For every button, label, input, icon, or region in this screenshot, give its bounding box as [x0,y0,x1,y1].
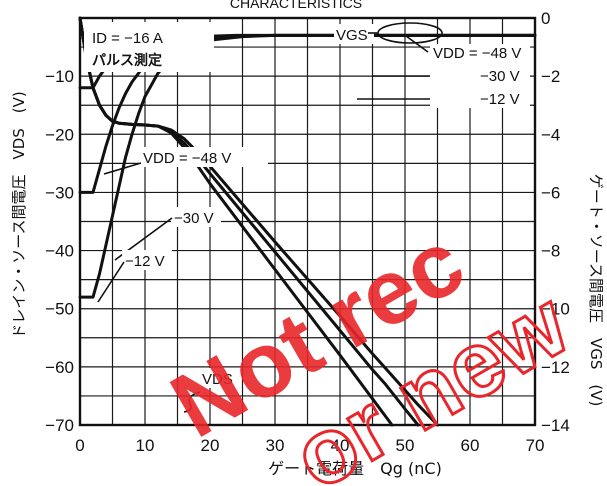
vdd12-left-bg [122,250,172,270]
vgs-label-bg [334,24,374,44]
x-tick-label: 30 [266,436,285,455]
plot-frame [78,16,537,427]
y-right-tick-label: −4 [541,125,560,144]
y-left-tick-label: −10 [45,67,74,86]
y-right-tick-labels: −14 −12 −10 −8 −6 −4 −2 0 [541,9,570,435]
vdd-top-label-bg [430,44,530,108]
condition-id: ID = −16 A [92,30,163,47]
x-tick-label: 20 [201,436,220,455]
series-line-5 [78,16,394,427]
y-right-axis-label: ゲート・ソース間電圧 VGS (V) [587,174,605,407]
y-left-tick-label: −40 [45,242,74,261]
vdd30-top-label: −30 V [480,68,520,85]
vdd12-left-leader [97,261,125,303]
vds-group-hook [183,391,201,413]
y-right-tick-label: −6 [541,183,560,202]
y-right-tick-label: −2 [541,67,560,86]
vgs-group-ellipse [377,22,443,44]
y-left-tick-label: −30 [45,183,74,202]
y-left-tick-label: −50 [45,300,74,319]
x-tick-label: 40 [331,436,350,455]
y-left-tick-labels: −70 −60 −50 −40 −30 −20 −10 [45,67,74,435]
y-left-axis-label: ドレイン・ソース間電圧 VDS (V) [10,91,28,339]
watermark: Not rec or new [155,211,587,486]
series-line-0 [78,33,537,299]
vdd12-left-label: −12 V [125,253,165,270]
vdd48-top-label: VDD = −48 V [433,45,521,62]
y-left-tick-label: −20 [45,125,74,144]
x-tick-labels: 0 10 20 30 40 50 60 70 [75,436,544,455]
condition-box [84,22,214,72]
vds-label-bg [200,368,238,388]
y-right-tick-label: 0 [541,9,550,28]
y-left-tick-label: −60 [45,358,74,377]
y-left-tick-label: −70 [45,416,74,435]
y-right-tick-label: −12 [541,358,570,377]
chart-title: CHARACTERISTICS [230,0,362,11]
x-tick-label: 0 [75,436,84,455]
vdd48-left-label: VDD = −48 V [143,150,231,167]
x-tick-label: 70 [526,436,545,455]
y-right-tick-label: −8 [541,242,560,261]
vdd30-left-bg [171,207,221,227]
x-tick-label: 50 [396,436,415,455]
vdd30-left-label: −30 V [174,210,214,227]
vdd48-top-leader [405,35,429,53]
x-axis-label: ゲート電荷量 Qg (nC) [268,459,442,478]
x-tick-label: 10 [136,436,155,455]
vds-label: VDS [202,371,233,388]
vdd12-top-label: −12 V [480,91,520,108]
condition-pulse: パルス測定 [92,52,162,69]
y-right-tick-label: −14 [541,416,570,435]
y-right-tick-label: −10 [541,300,570,319]
vdd48-left-bg [140,147,268,167]
vgs-label: VGS [336,27,368,44]
x-tick-label: 60 [461,436,480,455]
vdd48-left-leader [103,162,142,175]
